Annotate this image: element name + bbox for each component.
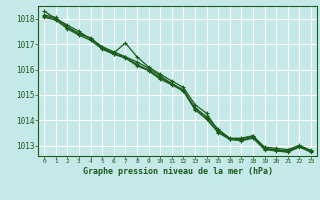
X-axis label: Graphe pression niveau de la mer (hPa): Graphe pression niveau de la mer (hPa) [83, 167, 273, 176]
